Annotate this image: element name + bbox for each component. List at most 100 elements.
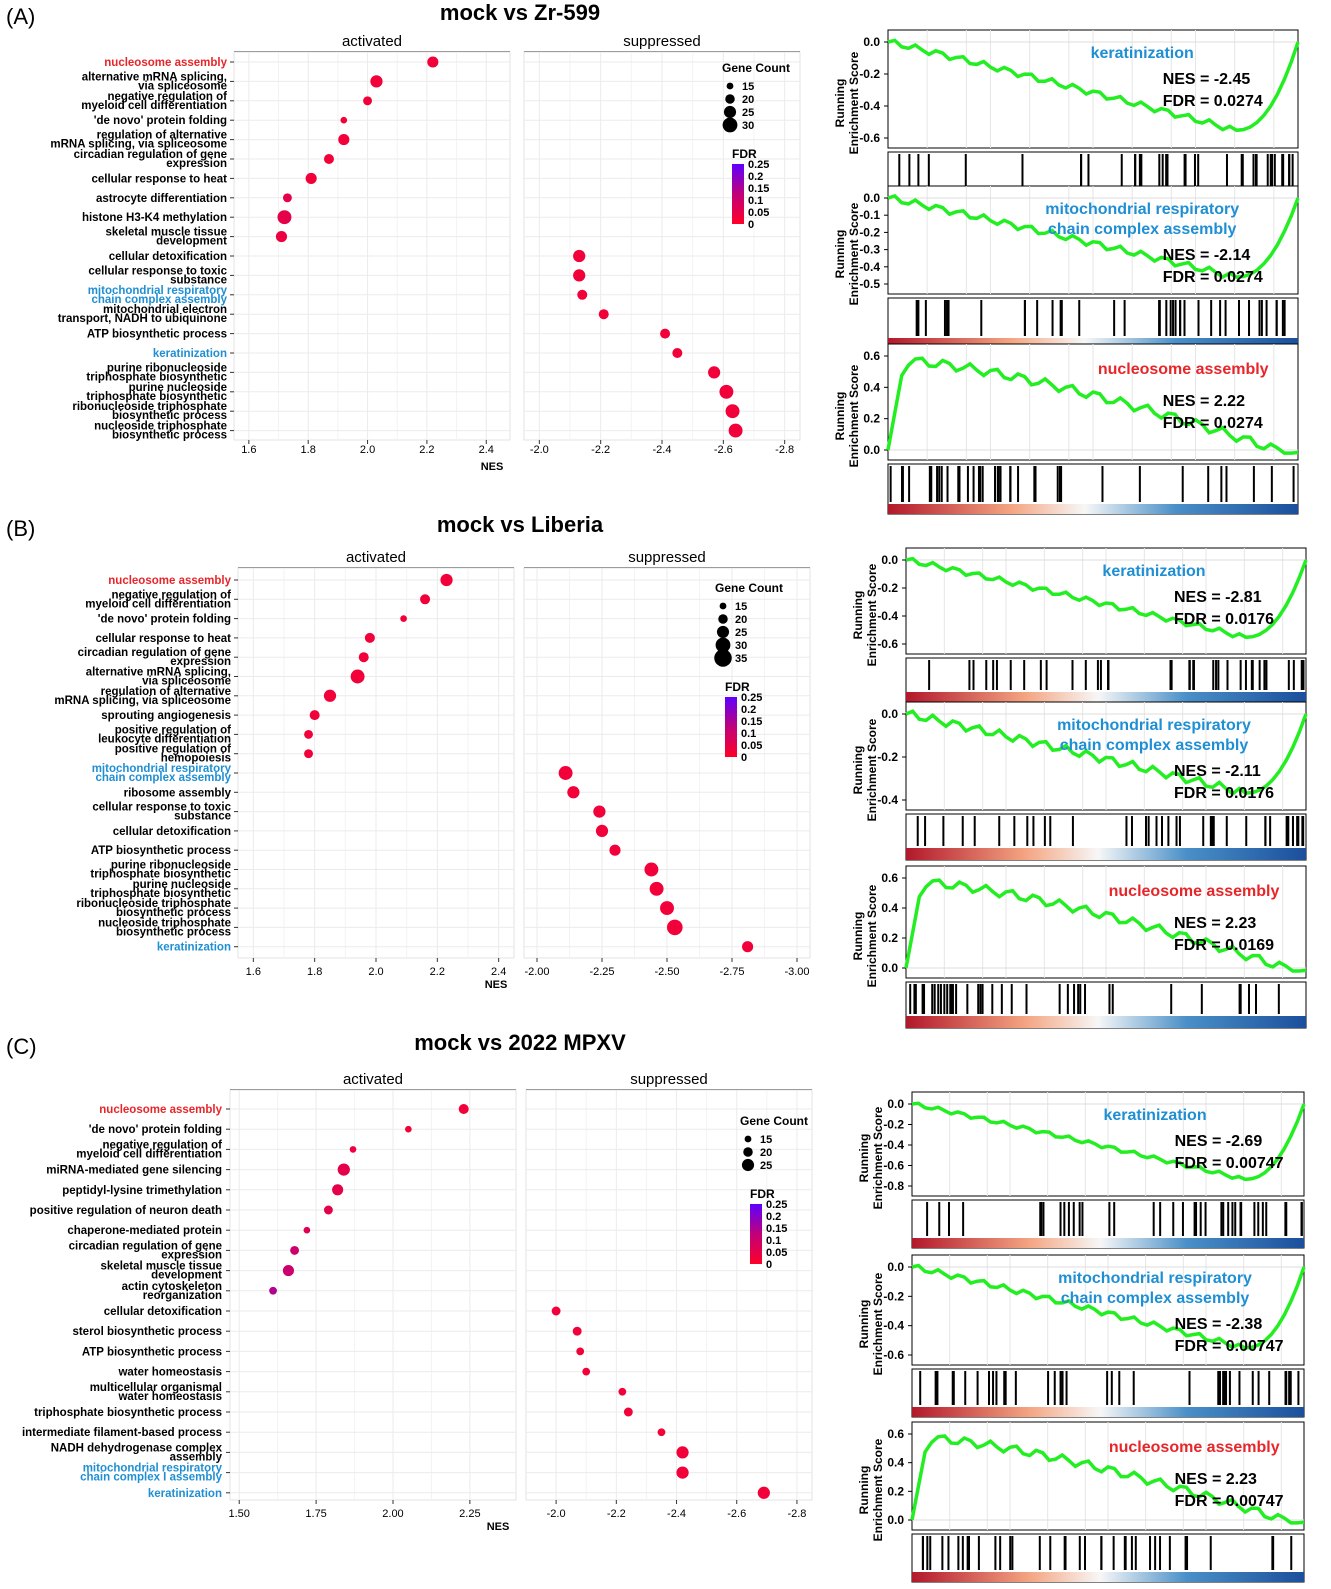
y-tick-label: histone H3-K4 methylation: [82, 212, 227, 224]
y-tick-label: ATP biosynthetic process: [91, 845, 231, 857]
nes-value: NES = -2.69: [1175, 1133, 1263, 1150]
fdr-value: FDR = 0.0274: [1163, 415, 1263, 432]
y-tick-label: triphosphate biosynthetic process: [34, 1407, 222, 1419]
dot-point: [551, 1306, 561, 1316]
dot-point: [275, 231, 288, 243]
y-tick-label: -0.2: [859, 67, 880, 81]
legend-fdr-label: 0.05: [741, 740, 762, 752]
y-tick-label: triphosphate biosynthetic: [90, 869, 231, 881]
nes-value: NES = 2.23: [1174, 915, 1256, 932]
facet-label-activated: activated: [342, 33, 402, 50]
y-tick-label: 0.0: [881, 707, 898, 721]
x-axis-label: NES: [487, 1521, 510, 1533]
running-enrichment-curve: [905, 709, 1308, 797]
y-tick-label: expression: [161, 1249, 222, 1261]
y-tick-label: -0.6: [883, 1159, 904, 1173]
y-tick-label: cellular response to heat: [96, 633, 232, 645]
legend-fdr-label: 0.15: [741, 716, 762, 728]
dot-point: [576, 1347, 585, 1356]
gsea-dotplot: activated 1.50 1.75 2.00 2.25 suppressed -2.0 -…: [21, 1068, 813, 1533]
nes-value: NES = 2.22: [1163, 393, 1245, 410]
dot-point: [577, 289, 588, 300]
dot-point: [582, 1367, 591, 1376]
y-tick-label: 'de novo' protein folding: [98, 614, 231, 626]
y-tick-label: water homeostasis: [117, 1391, 222, 1403]
y-tick-label: nucleoside triphosphate: [94, 421, 227, 433]
nes-value: NES = -2.38: [1175, 1316, 1263, 1333]
running-enrichment-curve: [910, 1434, 1305, 1525]
dot-point: [269, 1286, 277, 1295]
legend-size-label: 35: [735, 653, 747, 665]
dot-point: [282, 193, 292, 203]
legend-fdr-label: 0.2: [766, 1211, 781, 1223]
y-tick-label: 0.0: [887, 1097, 904, 1111]
legend-size-label: 20: [735, 614, 747, 626]
y-tick-label: -0.4: [859, 99, 880, 113]
gene-set-name: chain complex assembly: [1061, 1290, 1250, 1307]
x-tick-label: 1.8: [301, 444, 316, 456]
legend-fdr-label: 0: [766, 1259, 772, 1271]
dot-point: [558, 766, 573, 780]
facet-strip-activated: [230, 1068, 516, 1090]
dot-point: [609, 844, 621, 856]
y-tick-label: leukocyte differentiation: [98, 733, 231, 745]
y-tick-label: ribonucleoside triphosphate: [76, 898, 231, 910]
y-tick-label: -0.4: [883, 1319, 904, 1333]
dot-point: [340, 116, 348, 124]
x-tick-label: 2.4: [491, 966, 506, 978]
x-tick-label: -2.0: [547, 1508, 566, 1520]
gene-set-name: keratinization: [1091, 45, 1194, 62]
x-tick-label: 2.4: [479, 444, 494, 456]
x-tick-label: -2.4: [653, 444, 672, 456]
y-tick-label: positive regulation of: [115, 744, 231, 756]
y-tick-label: 0.0: [863, 443, 880, 457]
y-tick-label: chain complex assembly: [95, 772, 231, 784]
y-tick-label: cellular response to toxic: [92, 802, 231, 814]
dot-point: [618, 1387, 627, 1396]
y-tick-label: 0.2: [863, 412, 880, 426]
dot-point: [277, 210, 292, 225]
y-tick-label: skeletal muscle tissue: [101, 1261, 222, 1273]
dot-point: [573, 249, 586, 263]
y-tick-label: -0.4: [859, 260, 880, 274]
dot-point: [573, 269, 586, 282]
dot-point: [304, 749, 313, 759]
gsea-dotplot: activated 1.6 1.8 2.0 2.2 2.4 suppressed -2.0 -2…: [50, 33, 801, 473]
dot-point: [649, 881, 664, 896]
y-tick-label: triphosphate biosynthetic: [90, 888, 231, 900]
dot-point: [420, 594, 431, 605]
y-tick-label: 0.0: [863, 191, 880, 205]
y-tick-label: keratinization: [157, 942, 231, 954]
y-tick-label: chain complex I assembly: [80, 1472, 223, 1484]
dot-point: [660, 328, 671, 339]
running-enrichment-curve: [904, 878, 1307, 973]
dot-point: [370, 75, 383, 88]
y-tick-label: 0.2: [887, 1484, 904, 1498]
dot-point: [719, 384, 734, 399]
y-tick-label: hemopoiesis: [161, 753, 231, 765]
x-tick-label: 1.6: [241, 444, 256, 456]
gene-set-name: mitochondrial respiratory: [1057, 717, 1251, 734]
y-axis-label: Running: [851, 746, 865, 795]
facet-label-activated: activated: [343, 1071, 403, 1088]
fdr-value: FDR = 0.00747: [1175, 1493, 1284, 1510]
y-tick-label: 0.2: [881, 931, 898, 945]
x-tick-label: -2.4: [667, 1508, 686, 1520]
y-tick-label: myeloid cell differentiation: [81, 100, 227, 112]
legend-size-dot: [719, 602, 727, 610]
y-tick-label: 0.6: [887, 1427, 904, 1441]
dot-point: [303, 1226, 311, 1234]
y-tick-label: -0.6: [883, 1348, 904, 1362]
x-tick-label: -2.6: [727, 1508, 746, 1520]
nes-value: NES = 2.23: [1175, 1471, 1257, 1488]
legend-size-label: 15: [760, 1134, 772, 1146]
dot-point: [282, 1265, 294, 1277]
y-tick-label: mitochondrial respiratory: [88, 285, 228, 297]
legend-fdr-label: 0.25: [748, 159, 769, 171]
y-axis-label: Running: [833, 392, 847, 441]
panel-title: mock vs Zr-599: [439, 0, 601, 25]
y-tick-label: purine ribonucleoside: [107, 362, 227, 374]
gene-set-name: nucleosome assembly: [1109, 883, 1280, 900]
